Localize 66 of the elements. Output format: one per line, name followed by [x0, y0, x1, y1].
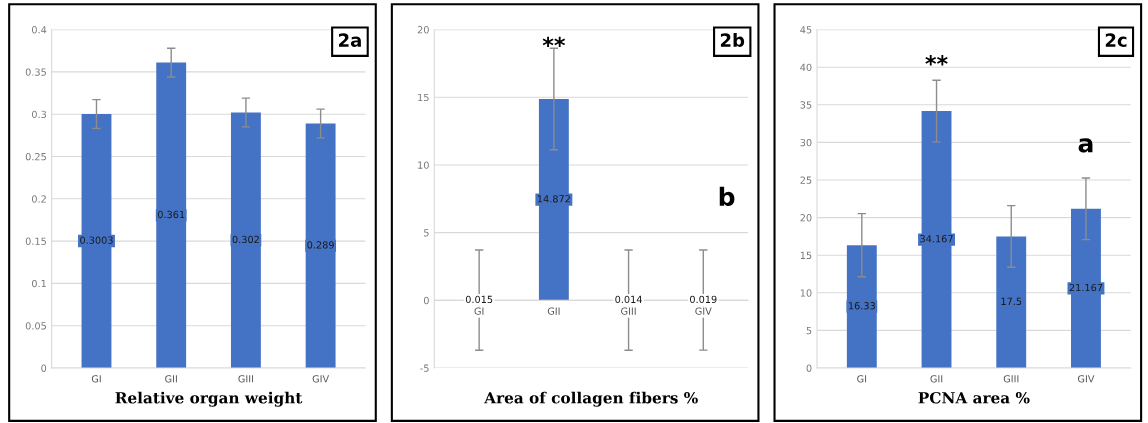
data-label: 14.872 — [537, 195, 570, 203]
y-tick-label: 5 — [424, 229, 429, 237]
x-tick-label: GIV — [695, 307, 712, 315]
y-tick-label: 0.25 — [25, 152, 46, 161]
y-tick-label: -5 — [420, 364, 429, 372]
annotation: ** — [542, 36, 566, 48]
x-tick-label: GIII — [238, 375, 254, 383]
bar — [996, 236, 1027, 369]
x-tick-label: GIII — [1003, 375, 1019, 383]
data-label: 0.014 — [615, 295, 642, 304]
y-tick-label: 0.4 — [31, 26, 47, 34]
y-tick-label: 0 — [41, 364, 47, 372]
y-tick-label: 0.3 — [31, 110, 47, 119]
bar — [846, 245, 877, 369]
y-tick-label: 0 — [423, 296, 429, 305]
x-tick-label: GII — [547, 307, 560, 315]
annotation: 2a — [338, 33, 361, 47]
x-tick-label: GI — [857, 375, 867, 383]
data-label: 34.167 — [920, 235, 953, 243]
y-tick-label: 30 — [800, 138, 812, 147]
bar — [305, 123, 336, 369]
x-tick-label: GI — [474, 307, 484, 315]
data-label: 0.302 — [232, 235, 259, 244]
x-tick-label: GIII — [621, 307, 636, 315]
annotation: ** — [925, 55, 948, 66]
x-tick-label: GI — [91, 375, 101, 383]
y-tick-label: 20 — [417, 26, 429, 34]
y-tick-label: 45 — [800, 26, 812, 34]
data-label: 0.019 — [690, 295, 717, 304]
y-tick-label: 20 — [800, 214, 812, 222]
data-label: 17.5 — [1001, 297, 1022, 306]
y-tick-label: 15 — [800, 251, 812, 260]
annotation: 2b — [720, 32, 745, 47]
data-label: 0.289 — [307, 241, 334, 249]
bar — [921, 111, 952, 369]
y-tick-label: 35 — [800, 101, 812, 109]
bar — [230, 112, 261, 369]
x-tick-label: GIV — [312, 375, 330, 383]
annotation: b — [719, 186, 735, 207]
data-label: 16.33 — [848, 302, 875, 310]
y-tick-label: 0.15 — [25, 237, 46, 245]
x-axis-title: PCNA area % — [918, 391, 1030, 404]
y-tick-label: 0.05 — [25, 322, 46, 330]
y-tick-label: 10 — [800, 289, 812, 297]
data-label: 0.3003 — [80, 236, 113, 244]
x-axis-title: Area of collagen fibers % — [484, 391, 698, 407]
x-axis-title: Relative organ weight — [115, 391, 303, 407]
y-tick-label: 0.2 — [31, 195, 46, 203]
bar — [156, 62, 187, 369]
y-tick-label: 0 — [806, 364, 812, 372]
y-tick-label: 15 — [418, 93, 429, 102]
bar — [1071, 208, 1101, 369]
y-tick-label: 40 — [800, 63, 812, 72]
y-tick-label: 10 — [418, 161, 429, 169]
y-tick-label: 0.1 — [31, 279, 46, 288]
annotation: 2c — [1105, 33, 1127, 47]
data-label: 21.167 — [1069, 283, 1103, 292]
data-label: 0.361 — [157, 210, 185, 219]
y-tick-label: 25 — [800, 176, 812, 184]
y-tick-label: 5 — [806, 327, 812, 335]
x-tick-label: GII — [165, 375, 177, 383]
x-tick-label: GII — [930, 375, 943, 383]
x-tick-label: GIV — [1077, 375, 1095, 383]
annotation: a — [1078, 138, 1093, 153]
data-label: 0.015 — [465, 295, 493, 304]
y-tick-label: 0.35 — [25, 68, 46, 76]
